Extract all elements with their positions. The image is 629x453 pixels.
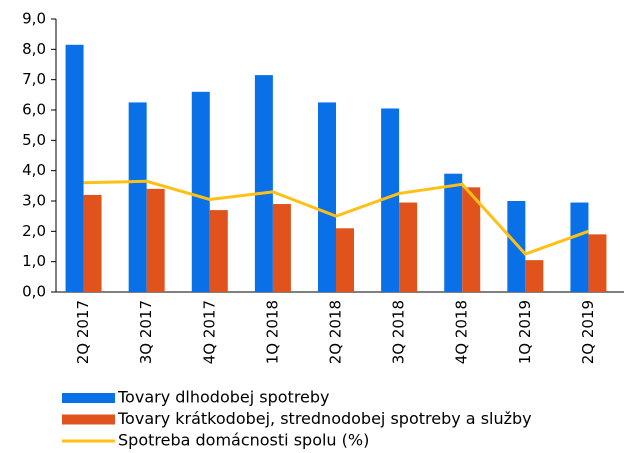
bar — [381, 108, 400, 292]
x-tick-label: 4Q 2017 — [200, 300, 218, 364]
bar — [146, 188, 165, 292]
bar — [318, 102, 336, 293]
bar — [272, 204, 291, 292]
x-tick-label: 3Q 2018 — [390, 300, 408, 364]
legend-label: Tovary dlhodobej spotreby — [117, 388, 330, 407]
bar — [83, 194, 102, 292]
bar — [525, 260, 544, 292]
bar — [570, 202, 589, 292]
bar — [399, 202, 418, 292]
bar — [507, 201, 526, 292]
x-tick-label: 1Q 2019 — [516, 300, 534, 364]
x-tick-label: 2Q 2017 — [74, 300, 92, 364]
bar — [336, 228, 354, 292]
legend-label: Tovary krátkodobej, strednodobej spotreb… — [117, 409, 532, 428]
y-tick-label: 6,0 — [22, 101, 46, 119]
line — [83, 179, 589, 256]
y-tick-label: 1,0 — [22, 252, 46, 270]
legend-swatch — [62, 393, 115, 403]
x-tick-label: 4Q 2018 — [453, 300, 471, 364]
y-tick-label: 4,0 — [22, 161, 46, 179]
y-tick-label: 9,0 — [22, 10, 46, 28]
legend-swatch — [62, 414, 115, 425]
bar — [444, 173, 463, 292]
y-tick-label: 5,0 — [22, 131, 46, 149]
x-tick-label: 2Q 2018 — [327, 300, 345, 364]
legend-label: Spotreba domácnosti spolu (%) — [118, 431, 369, 450]
y-tick-label: 7,0 — [22, 70, 46, 88]
y-tick-label: 8,0 — [22, 40, 46, 58]
bar — [128, 102, 147, 293]
bar — [254, 75, 273, 292]
bar — [191, 91, 210, 292]
bar — [209, 210, 228, 292]
bar — [65, 44, 84, 293]
x-tick-label: 2Q 2019 — [579, 300, 597, 364]
bar — [462, 187, 481, 292]
bar — [588, 234, 607, 292]
y-tick-label: 0,0 — [22, 283, 46, 301]
y-tick-label: 2,0 — [22, 222, 46, 240]
x-tick-label: 3Q 2017 — [137, 300, 155, 364]
x-tick-label: 1Q 2018 — [263, 300, 281, 364]
y-tick-label: 3,0 — [22, 192, 46, 210]
